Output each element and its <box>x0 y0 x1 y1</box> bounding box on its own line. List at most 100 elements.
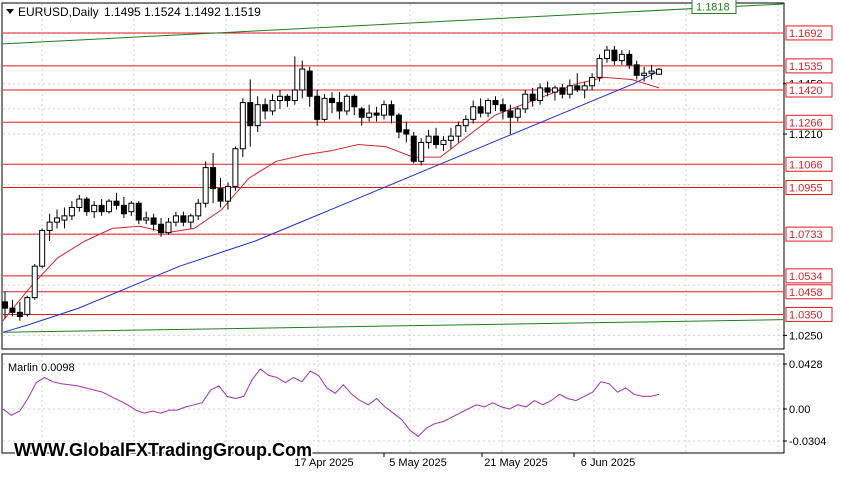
candle-body <box>83 198 90 213</box>
level-label: 1.1420 <box>789 85 823 97</box>
candle-body <box>418 141 425 162</box>
candle-body <box>336 102 343 112</box>
moving-averages <box>2 70 660 333</box>
oscillator-line <box>2 368 660 438</box>
candle-body <box>596 58 603 78</box>
candle-body <box>395 114 402 133</box>
candle-body <box>262 104 269 112</box>
candle-body <box>39 230 46 267</box>
candle-body <box>433 135 440 146</box>
indicator-panel-frame <box>1 353 785 454</box>
candle-body <box>68 206 75 217</box>
candle-body <box>656 68 662 75</box>
level-label-box <box>785 180 833 196</box>
candle-body <box>544 87 551 93</box>
time-tick-label: 6 Jun 2025 <box>581 457 635 469</box>
candle-body <box>410 135 417 162</box>
level-label: 1.0955 <box>789 183 823 195</box>
candle-body <box>641 72 648 76</box>
level-label: 1.1066 <box>789 159 823 171</box>
ma-line-red <box>2 76 660 322</box>
price-axis: 1.14501.12101.02501.16921.15351.14201.12… <box>783 25 833 342</box>
candle-body <box>388 104 395 116</box>
candle-body <box>165 221 172 234</box>
time-tick-label: 21 May 2025 <box>484 457 548 469</box>
candle-body <box>492 99 499 106</box>
price-tick-label: 1.1210 <box>789 129 823 141</box>
candle-body <box>447 135 454 141</box>
level-label: 1.0733 <box>789 229 823 241</box>
candle-body <box>46 221 53 232</box>
candle-body <box>373 112 380 116</box>
grid <box>3 4 783 452</box>
candle-body <box>98 204 105 213</box>
candle-body <box>217 188 224 202</box>
level-label-box <box>785 114 833 130</box>
level-label-box <box>785 156 833 172</box>
candle-body <box>31 265 38 299</box>
level-label: 1.0350 <box>789 309 823 321</box>
candle-body <box>76 198 83 208</box>
candle-body <box>566 85 573 95</box>
candle-body <box>24 297 31 315</box>
candle-body <box>329 97 335 104</box>
level-label-box <box>785 25 833 41</box>
dropdown-arrow-icon[interactable] <box>6 9 14 14</box>
watermark-text: WWW.GlobalFXTradingGroup.Com <box>14 440 312 460</box>
time-axis: 17 Apr 2025 5 May 2025 21 May 2025 6 Jun 20… <box>289 453 635 469</box>
candle-body <box>425 135 432 143</box>
price-tick-label: 1.0250 <box>789 330 823 342</box>
indicator-label: Marlin 0.0098 <box>8 362 75 374</box>
main-panel-frame <box>1 2 785 350</box>
level-label: 1.1535 <box>789 61 823 73</box>
candle-body <box>239 102 246 150</box>
symbol-label: EURUSD,Daily <box>18 5 99 19</box>
candle-body <box>581 85 588 91</box>
candle-body <box>143 217 150 221</box>
candle-body <box>351 95 358 108</box>
candles <box>2 45 662 321</box>
channel-line <box>2 3 784 45</box>
candle-body <box>232 148 239 187</box>
level-label: 1.0458 <box>789 287 823 299</box>
candle-body <box>254 104 261 127</box>
candle-body <box>358 108 365 118</box>
candle-body <box>54 217 61 223</box>
candle-body <box>559 87 566 95</box>
level-label-box <box>785 268 833 284</box>
ohlc-readout: 1.1495 1.1524 1.1492 1.1519 <box>104 5 261 19</box>
channel-line <box>2 319 784 333</box>
candle-body <box>291 89 298 101</box>
channel-label-box <box>691 0 737 15</box>
indicator-tick-label: 0.0428 <box>789 359 823 371</box>
candle-body <box>633 64 640 76</box>
candle-body <box>514 108 521 118</box>
candle-body <box>485 99 492 114</box>
candle-body <box>106 200 113 213</box>
candle-body <box>522 93 529 110</box>
candle-body <box>135 202 142 221</box>
candle-body <box>343 95 350 112</box>
candle-body <box>603 49 610 60</box>
candle-body <box>648 70 655 74</box>
candle-body <box>306 70 313 97</box>
candle-body <box>499 104 506 112</box>
level-label-box <box>785 226 833 242</box>
level-label: 1.1692 <box>789 28 823 40</box>
candle-body <box>440 139 447 146</box>
candle-body <box>202 167 209 204</box>
candle-body <box>589 76 596 87</box>
time-tick-label: 5 May 2025 <box>389 457 446 469</box>
candle-body <box>381 104 388 116</box>
indicator-axis: 0.0428 0.00 -0.0304 <box>783 359 826 448</box>
indicator-tick-label: 0.00 <box>789 404 810 416</box>
level-label: 1.1266 <box>789 117 823 129</box>
candle-body <box>150 217 157 225</box>
time-tick-label: 17 Apr 2025 <box>294 457 353 469</box>
candle-body <box>16 311 23 318</box>
candle-body <box>2 301 8 309</box>
candle-body <box>507 110 514 118</box>
candle-body <box>462 118 469 127</box>
